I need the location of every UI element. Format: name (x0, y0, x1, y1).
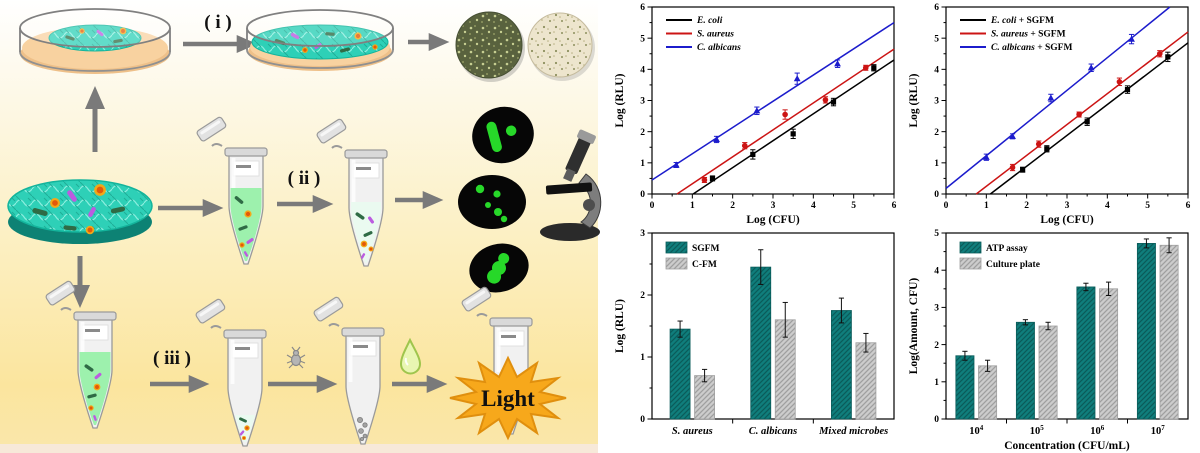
svg-text:3: 3 (640, 97, 645, 107)
svg-text:C. albicans + SGFM: C. albicans + SGFM (991, 43, 1072, 53)
svg-text:3: 3 (771, 201, 776, 211)
fluorescence-image-icon (458, 106, 534, 293)
step-i-label: ( i ) (204, 12, 231, 33)
svg-text:Log(Amount, CFU): Log(Amount, CFU) (908, 278, 920, 375)
svg-text:Concentration (CFU/mL): Concentration (CFU/mL) (1004, 440, 1130, 452)
svg-text:6: 6 (1186, 201, 1191, 211)
svg-text:2: 2 (1024, 201, 1029, 211)
svg-text:2: 2 (934, 128, 939, 138)
svg-text:1: 1 (640, 159, 645, 169)
svg-text:S. aureus: S. aureus (672, 426, 713, 437)
svg-text:Mixed microbes: Mixed microbes (818, 426, 888, 437)
light-label: Light (481, 386, 535, 411)
tube-stained-icon (315, 117, 388, 267)
chart-calibration-films: 0 1 2 3 4 5 6 0 1 2 3 4 5 6 Log (CFU) Log (RLU) E. coli S… (614, 3, 897, 226)
svg-text:SGFM: SGFM (692, 244, 719, 254)
svg-text:4: 4 (640, 66, 645, 76)
svg-text:5: 5 (640, 34, 645, 44)
culture-plate-dark-icon (455, 11, 525, 82)
petri-dish-film-icon (19, 8, 171, 74)
svg-text:C-FM: C-FM (692, 260, 717, 270)
svg-text:S. aureus + SGFM: S. aureus + SGFM (991, 30, 1066, 40)
svg-text:2: 2 (640, 128, 645, 138)
svg-text:3: 3 (640, 229, 645, 239)
svg-text:3: 3 (934, 304, 939, 314)
svg-text:1: 1 (640, 353, 645, 363)
svg-text:C. albicans: C. albicans (697, 43, 741, 53)
svg-text:4: 4 (934, 66, 939, 76)
svg-text:3: 3 (1065, 201, 1070, 211)
svg-text:105: 105 (1030, 424, 1045, 437)
svg-text:5: 5 (934, 229, 939, 239)
petri-dish-spread-icon (246, 9, 394, 71)
tube-suspension-icon (44, 279, 117, 429)
svg-text:5: 5 (1145, 201, 1150, 211)
svg-text:106: 106 (1090, 424, 1105, 437)
svg-text:ATP assay: ATP assay (986, 244, 1028, 254)
svg-text:5: 5 (934, 34, 939, 44)
svg-text:1: 1 (984, 201, 989, 211)
tube-luminescent-icon (460, 285, 533, 435)
svg-text:0: 0 (650, 201, 655, 211)
step-ii-label: ( ii ) (288, 168, 321, 189)
svg-text:6: 6 (934, 3, 939, 13)
svg-text:4: 4 (811, 201, 816, 211)
svg-text:Culture plate: Culture plate (986, 260, 1040, 270)
svg-text:E. coli: E. coli (696, 16, 723, 26)
svg-text:2: 2 (730, 201, 735, 211)
tube-pelleted-microbes-icon (194, 297, 267, 447)
svg-text:0: 0 (640, 415, 645, 425)
svg-text:S. aureus: S. aureus (697, 30, 734, 40)
charts-grid: 0 1 2 3 4 5 6 0 1 2 3 4 5 6 Log (CFU) Log (RLU) E. coli S… (612, 0, 1200, 453)
svg-text:6: 6 (892, 201, 897, 211)
microscope-icon (540, 129, 602, 241)
svg-text:Log (RLU): Log (RLU) (614, 299, 626, 353)
tube-suspension-icon (195, 115, 268, 265)
droplet-icon (399, 337, 422, 375)
svg-text:2: 2 (640, 291, 645, 301)
svg-text:0: 0 (640, 190, 645, 200)
culture-plate-light-icon (527, 12, 595, 81)
workflow-diagram: ( i ) (0, 0, 602, 453)
svg-text:E. coli + SGFM: E. coli + SGFM (990, 16, 1054, 26)
svg-text:1: 1 (934, 159, 939, 169)
svg-text:2: 2 (934, 341, 939, 351)
svg-text:4: 4 (934, 266, 939, 276)
svg-text:1: 1 (934, 378, 939, 388)
svg-text:1: 1 (690, 201, 695, 211)
diagram-bottom-strip (0, 444, 598, 453)
step-iii-label: ( iii ) (153, 348, 191, 369)
svg-text:5: 5 (851, 201, 856, 211)
svg-text:4: 4 (1105, 201, 1110, 211)
svg-text:Log (CFU): Log (CFU) (746, 214, 800, 226)
chart-sgfm-vs-cfm: 0 1 2 3 S. aureus C. albicans Mixed microbes SG… (614, 229, 895, 437)
light-burst-icon: Light (449, 355, 567, 441)
svg-text:0: 0 (934, 415, 939, 425)
film-disc-icon (7, 179, 153, 244)
svg-text:107: 107 (1151, 424, 1166, 437)
svg-text:0: 0 (934, 190, 939, 200)
tube-lysed-icon (312, 295, 385, 445)
svg-text:C. albicans: C. albicans (749, 426, 797, 437)
svg-text:3: 3 (934, 97, 939, 107)
workflow-diagram-pane: ( i ) (0, 0, 602, 453)
svg-text:0: 0 (944, 201, 949, 211)
chart-atp-vs-culture-plate: 0 1 2 3 4 5 104 105 106 107 ATP assay Culture plate… (908, 229, 1189, 452)
svg-text:Log (RLU): Log (RLU) (614, 73, 626, 127)
svg-text:Log (RLU): Log (RLU) (908, 73, 920, 127)
svg-text:6: 6 (640, 3, 645, 13)
svg-text:104: 104 (969, 424, 984, 437)
bug-icon (286, 346, 306, 369)
svg-text:Log (CFU): Log (CFU) (1040, 214, 1094, 226)
chart-calibration-sgfm: 0 1 2 3 4 5 6 0 1 2 3 4 5 6 Log (CFU) Log (RLU) E. coli … (908, 3, 1191, 226)
